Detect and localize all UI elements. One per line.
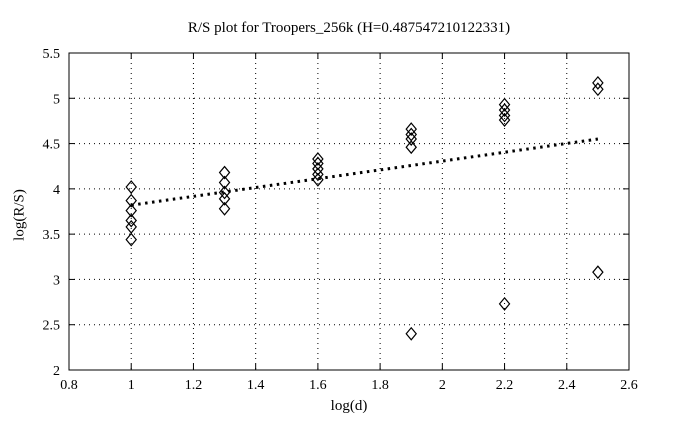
data-point-diamond	[498, 113, 511, 127]
data-point-diamond	[312, 167, 324, 182]
data-point-diamond	[312, 161, 324, 176]
data-point-diamond	[405, 140, 418, 155]
y-tick-label: 5.5	[43, 47, 61, 62]
x-tick-label: 0.8	[60, 378, 78, 393]
y-tick-label: 4	[53, 183, 60, 198]
data-point-diamond	[592, 82, 604, 97]
data-point-diamond	[312, 172, 324, 187]
x-tick-label: 2.2	[496, 378, 514, 393]
data-point-diamond	[498, 108, 511, 123]
data-point-diamond	[498, 103, 511, 117]
data-point-diamond	[125, 193, 138, 208]
x-tick-label: 2	[439, 378, 446, 393]
data-point-diamond	[405, 122, 418, 137]
y-tick-label: 3.5	[43, 228, 61, 243]
x-tick-label: 1.4	[247, 378, 265, 393]
data-point-diamond	[125, 213, 138, 228]
data-point-diamond	[125, 180, 138, 194]
data-point-diamond	[125, 203, 138, 218]
data-point-diamond	[498, 97, 511, 112]
data-point-diamond	[218, 175, 231, 190]
x-tick-label: 2.6	[620, 378, 638, 393]
data-point-diamond	[218, 165, 231, 180]
data-point-diamond	[218, 201, 231, 216]
data-point-diamond	[498, 296, 511, 311]
data-point-diamond	[592, 75, 604, 90]
x-tick-label: 1.8	[371, 378, 389, 393]
data-point-diamond	[405, 132, 418, 146]
data-point-diamond	[592, 265, 604, 280]
y-axis-label: log(R/S)	[11, 189, 28, 241]
y-tick-label: 5	[53, 92, 60, 107]
data-point-diamond	[218, 191, 231, 206]
data-point-diamond	[218, 185, 231, 200]
data-point-diamond	[125, 232, 138, 247]
trend-line	[131, 137, 599, 207]
data-point-diamond	[312, 156, 324, 171]
y-tick-label: 2.5	[43, 319, 61, 334]
data-point-diamond	[312, 152, 324, 166]
plot-border	[68, 52, 630, 371]
data-point-diamond	[405, 326, 418, 341]
chart-title: R/S plot for Troopers_256k (H=0.48754721…	[187, 20, 511, 36]
x-tick-label: 1.2	[185, 378, 203, 393]
x-tick-label: 2.4	[558, 378, 576, 393]
y-tick-label: 3	[53, 273, 60, 288]
x-tick-label: 1	[128, 378, 135, 393]
x-tick-label: 1.6	[309, 378, 327, 393]
y-tick-label: 4.5	[43, 138, 61, 153]
x-axis-label: log(d)	[330, 398, 368, 414]
y-tick-label: 2	[53, 364, 60, 379]
